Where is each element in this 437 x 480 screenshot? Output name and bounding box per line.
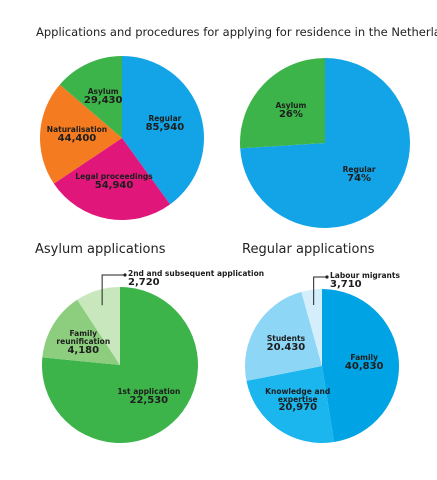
category-label: Family reunification bbox=[56, 328, 111, 346]
slice-label: Asylum 26% bbox=[252, 100, 330, 120]
category-label: Labour migrants bbox=[330, 271, 400, 280]
category-label: Asylum bbox=[87, 86, 119, 96]
slice-label: Students 20.430 bbox=[247, 333, 325, 353]
slice-label: 2nd and subsequent application 2,720 bbox=[128, 270, 278, 288]
value-label: 22,530 bbox=[129, 394, 169, 406]
category-label: Knowledge and expertise bbox=[265, 386, 331, 404]
value-label: 29,430 bbox=[83, 94, 123, 106]
slice-label: 1st application 22,530 bbox=[110, 386, 188, 406]
value-label: 20.430 bbox=[266, 341, 306, 353]
slice-label: Labour migrants 3,710 bbox=[330, 272, 437, 290]
category-label: 1st application bbox=[117, 386, 181, 396]
pie-slice bbox=[77, 287, 120, 365]
slice-label: Legal proceedings 54,940 bbox=[75, 173, 153, 191]
category-label: Family bbox=[350, 352, 379, 362]
value-label: 44,400 bbox=[57, 132, 97, 144]
slice-label: Asylum 29,430 bbox=[64, 86, 142, 106]
value-label: 74% bbox=[347, 172, 372, 184]
slice-label: Knowledge and expertise 20,970 bbox=[259, 386, 337, 414]
slice-label: Family reunification 4,180 bbox=[44, 328, 122, 356]
slice-label: Regular 85,940 bbox=[126, 115, 204, 133]
value-label: 54,940 bbox=[94, 180, 134, 192]
slice-label: Naturalisation 44,400 bbox=[38, 126, 116, 144]
callout-dot bbox=[325, 275, 329, 279]
category-label: Regular bbox=[342, 164, 376, 174]
slice-label: Regular 74% bbox=[320, 164, 398, 184]
pie-slice bbox=[322, 289, 399, 443]
pie-slice bbox=[53, 138, 171, 220]
category-label: Asylum bbox=[275, 100, 307, 110]
pie-slice bbox=[240, 58, 410, 229]
chart-title: Asylum applications bbox=[35, 242, 166, 257]
category-label: 2nd and subsequent application bbox=[128, 269, 265, 278]
pie-slice bbox=[240, 58, 325, 149]
chart-title: Regular applications bbox=[242, 242, 375, 257]
callout-dot bbox=[123, 273, 127, 277]
pie-slice bbox=[42, 299, 120, 365]
pie-slice bbox=[40, 84, 122, 184]
value-label: 3,710 bbox=[330, 278, 362, 290]
slice-label: Family 40,830 bbox=[325, 352, 403, 372]
value-label: 40,830 bbox=[344, 360, 384, 372]
pie-slice bbox=[59, 56, 122, 138]
value-label: 20,970 bbox=[278, 402, 318, 414]
callout-line bbox=[313, 276, 327, 305]
callout-line bbox=[101, 274, 125, 306]
pie-slice bbox=[246, 366, 334, 443]
category-label: Legal proceedings bbox=[75, 172, 153, 182]
value-label: 85,940 bbox=[145, 121, 185, 133]
category-label: Students bbox=[266, 333, 306, 343]
value-label: 2,720 bbox=[128, 276, 160, 288]
category-label: Regular bbox=[148, 113, 182, 123]
value-label: 26% bbox=[278, 108, 303, 120]
pie-slice bbox=[245, 291, 322, 381]
pie-slice bbox=[301, 289, 322, 366]
main-title: Applications and procedures for applying… bbox=[36, 25, 437, 39]
category-label: Naturalisation bbox=[46, 125, 108, 135]
value-label: 4,180 bbox=[67, 344, 100, 356]
pie-slice bbox=[122, 56, 204, 205]
